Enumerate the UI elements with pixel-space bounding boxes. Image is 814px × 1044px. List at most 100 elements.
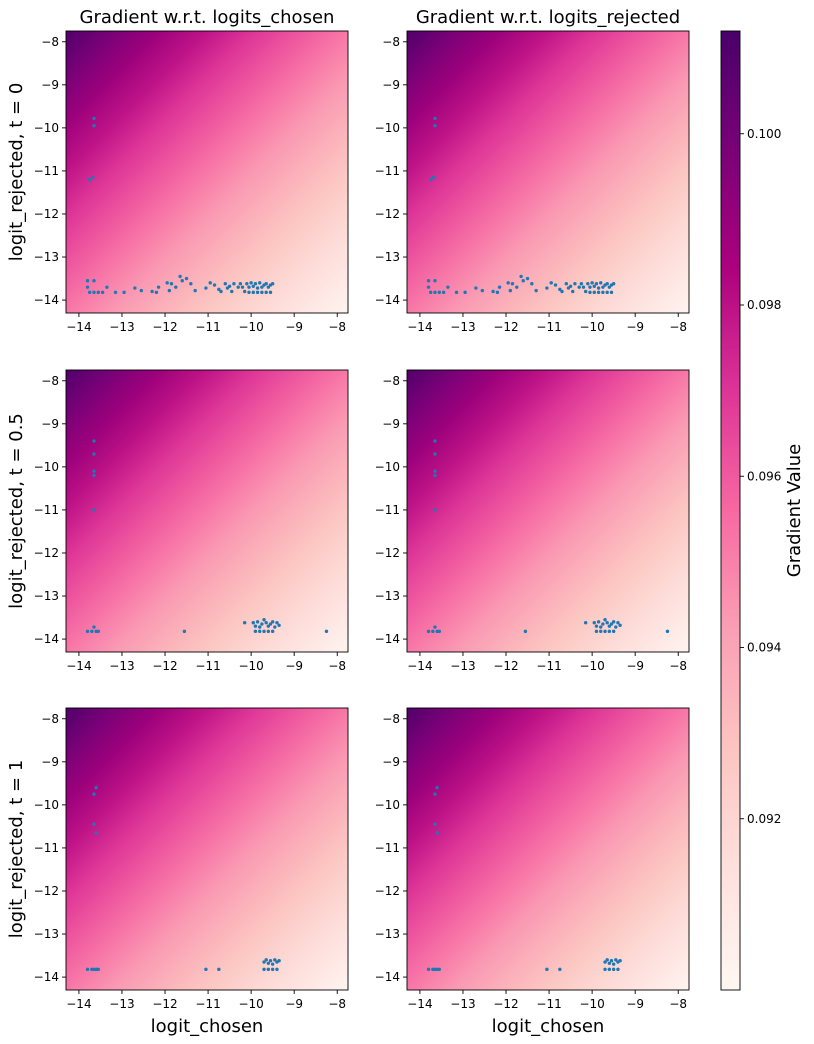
colorbar-tick-label: 0.100 (747, 127, 781, 141)
scatter-point (601, 622, 605, 626)
colorbar: 0.092 0.094 0.096 0.098 0.100 Gradient Value (720, 30, 805, 991)
x-tick-label: −9 (285, 320, 303, 334)
x-tick-label: −11 (195, 320, 220, 334)
scatter-point (605, 290, 609, 295)
scatter-point (433, 625, 437, 629)
heatmap-field (66, 708, 348, 990)
scatter-point (273, 625, 277, 629)
y-tick-label: −8 (382, 712, 400, 726)
scatter-point (249, 281, 253, 285)
scatter-point (156, 285, 161, 289)
heatmap-field (407, 370, 689, 652)
heatmap-field (66, 370, 348, 652)
scatter-point (204, 286, 208, 290)
scatter-point (251, 284, 255, 289)
scatter-point (266, 967, 271, 972)
scatter-point (594, 624, 599, 628)
scatter-point (601, 285, 605, 289)
y-tick-label: −13 (34, 250, 59, 264)
axes-frame (406, 30, 690, 314)
scatter-point (182, 629, 187, 634)
scatter-point (588, 285, 592, 289)
scatter-point (92, 439, 96, 443)
scatter-point (219, 289, 223, 294)
scatter-point (270, 962, 275, 966)
y-tick-label: −10 (375, 798, 400, 812)
scatter-point (426, 285, 431, 289)
scatter-point (588, 290, 592, 295)
x-tick-label: −14 (407, 320, 432, 334)
x-tick-label: −9 (285, 659, 303, 673)
scatter-point (607, 961, 612, 966)
x-tick-label: −14 (66, 659, 91, 673)
y-tick-label: −8 (41, 35, 59, 49)
x-tick-label: −9 (285, 997, 303, 1011)
scatter-point (232, 282, 236, 286)
y-tick-label: −8 (41, 712, 59, 726)
scatter-point (255, 620, 260, 624)
scatter-point (92, 124, 96, 128)
scatter-point (558, 287, 562, 292)
scatter-point (433, 452, 437, 456)
scatter-point (599, 281, 603, 285)
scatter-point (270, 967, 275, 972)
colorbar-tick-label: 0.098 (747, 298, 781, 312)
scatter-point (258, 281, 262, 285)
scatter-point (92, 452, 96, 456)
scatter-point (519, 274, 523, 279)
x-tick-label: −12 (152, 997, 177, 1011)
scatter-point (605, 958, 609, 962)
x-tick-label: −13 (109, 997, 134, 1011)
y-tick-label: −14 (375, 293, 400, 307)
scatter-point (437, 290, 441, 295)
scatter-point (433, 469, 437, 473)
x-tick-label: −13 (450, 659, 475, 673)
scatter-point (92, 116, 96, 121)
scatter-point (599, 625, 603, 629)
x-tick-label: −12 (493, 320, 518, 334)
scatter-point (437, 967, 441, 972)
scatter-point (463, 290, 467, 295)
scatter-point (549, 281, 553, 285)
scatter-point (665, 629, 670, 634)
scatter-point (510, 282, 515, 286)
scatter-point (426, 279, 431, 283)
scatter-point (564, 282, 568, 286)
scatter-point (607, 624, 612, 628)
subplot-5: −14 −13 −12 −11 −10 −9 −8 −8 −9 −10 −11 −12 −13 −14 lo… (6, 707, 349, 1037)
scatter-point (96, 290, 100, 295)
scatter-point (491, 289, 495, 294)
scatter-point (577, 285, 581, 289)
y-tick-label: −11 (34, 841, 59, 855)
scatter-point (433, 508, 437, 512)
x-tick-label: −8 (669, 659, 687, 673)
scatter-point (508, 288, 513, 293)
scatter-point (178, 274, 182, 279)
axes-frame (406, 369, 690, 653)
scatter-point (238, 282, 243, 286)
scatter-point (603, 960, 607, 964)
scatter-point (324, 629, 329, 634)
scatter-point (433, 822, 437, 826)
scatter-point (525, 276, 530, 281)
y-tick-label: −12 (375, 546, 400, 560)
x-tick-label: −8 (669, 997, 687, 1011)
y-tick-label: −12 (34, 207, 59, 221)
x-tick-label: −14 (66, 997, 91, 1011)
scatter-point (611, 967, 616, 972)
scatter-point (534, 288, 538, 293)
x-tick-label: −10 (579, 997, 604, 1011)
colorbar-gradient (721, 31, 740, 990)
scatter-point (94, 785, 98, 790)
scatter-point (474, 286, 478, 290)
scatter-point (193, 288, 197, 293)
scatter-point (609, 622, 614, 626)
y-tick-label: −8 (382, 374, 400, 388)
scatter-point (611, 629, 616, 634)
scatter-point (208, 281, 212, 285)
scatter-point (92, 822, 96, 826)
x-tick-label: −12 (152, 659, 177, 673)
x-tick-label: −12 (493, 659, 518, 673)
y-axis-label: logit_rejected, t = 0 (6, 83, 27, 262)
scatter-point (212, 283, 217, 287)
